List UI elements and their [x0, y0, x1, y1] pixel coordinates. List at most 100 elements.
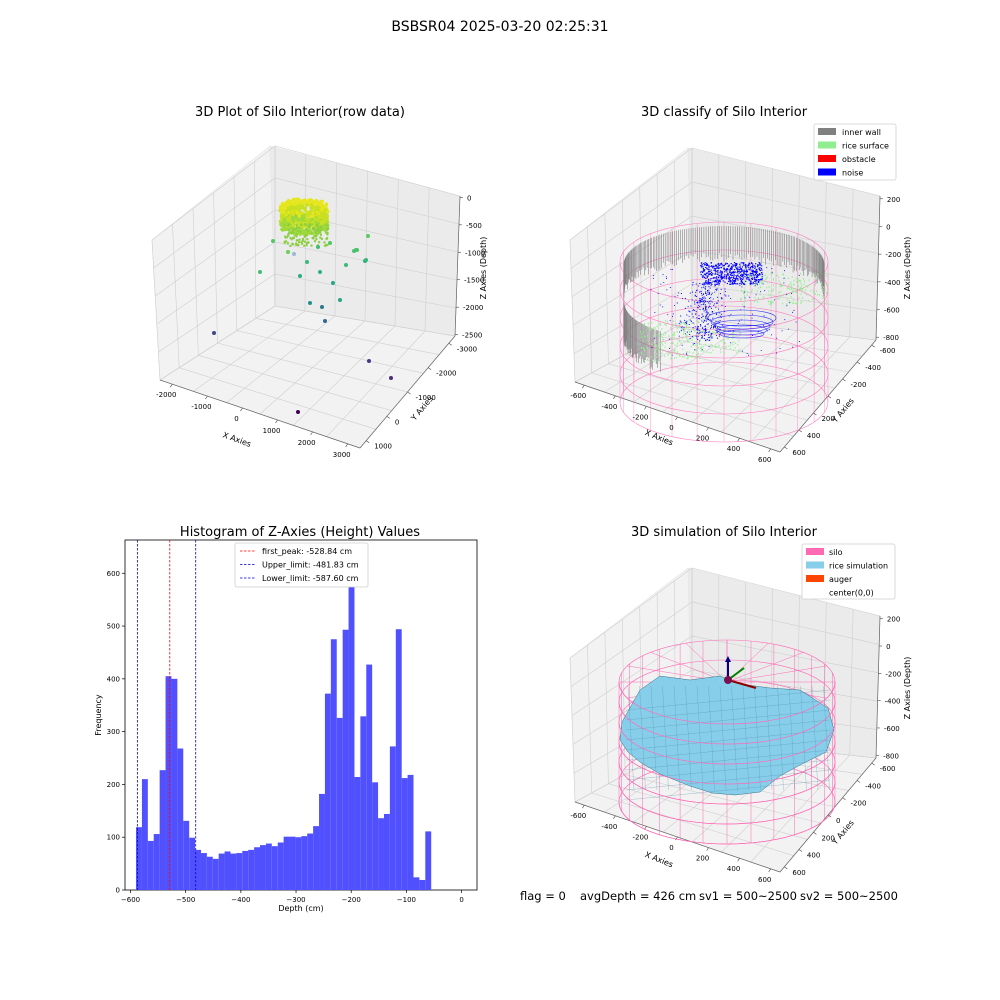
noise-point — [666, 278, 667, 279]
flag-text: flag = 0 — [520, 889, 566, 903]
noise-point — [689, 337, 691, 339]
noise-point — [667, 314, 669, 316]
classify-plot-z-ticks: 2000-200-400-600-800 — [876, 196, 901, 342]
noise-point — [717, 282, 719, 284]
x-tick-label: −500 — [176, 896, 195, 904]
cluster-point — [297, 243, 300, 247]
rice-surface-point — [827, 284, 829, 287]
noise-point — [773, 324, 775, 326]
avg-depth-text: avgDepth = 426 cm — [580, 889, 696, 903]
rice-surface-point — [662, 336, 663, 339]
rice-surface-point — [702, 330, 704, 332]
noise-point — [723, 268, 725, 270]
cluster-point — [318, 200, 322, 204]
rice-surface-point — [661, 341, 663, 344]
rice-surface-point — [710, 336, 712, 338]
x-tick-label: 0 — [669, 424, 673, 432]
x-tick-label: 0 — [669, 844, 673, 852]
rice-surface-point — [668, 335, 670, 337]
noise-point — [693, 309, 695, 311]
noise-point — [746, 265, 748, 267]
rice-surface-point — [648, 326, 650, 328]
noise-point — [715, 323, 717, 325]
noise-point — [714, 283, 716, 285]
noise-point — [703, 286, 705, 288]
histogram-bar — [153, 834, 160, 890]
histogram-bar — [395, 629, 402, 890]
rice-surface-point — [709, 337, 711, 339]
noise-point — [756, 279, 758, 281]
noise-point — [680, 329, 682, 331]
cluster-point — [289, 244, 292, 248]
noise-point — [742, 264, 745, 266]
rice-mesh-line — [625, 769, 831, 791]
cluster-point — [298, 238, 301, 241]
rice-surface-point — [640, 347, 642, 349]
noise-point — [771, 268, 773, 270]
rice-surface-point — [817, 273, 819, 276]
noise-point — [716, 266, 718, 268]
cluster-point — [294, 206, 298, 210]
rice-surface-point — [763, 296, 765, 298]
rice-surface-point — [817, 278, 819, 281]
rice-surface-point — [790, 295, 792, 298]
silo-wire-front — [618, 781, 836, 825]
noise-point — [692, 322, 694, 324]
rice-surface-point — [755, 299, 757, 302]
rice-surface-point — [723, 340, 725, 342]
cluster-point — [319, 226, 323, 229]
noise-point — [757, 276, 759, 278]
noise-point — [716, 281, 718, 283]
rice-surface-point — [683, 356, 685, 358]
z-grid-line — [569, 567, 881, 659]
noise-point — [721, 276, 723, 278]
noise-point — [715, 284, 716, 286]
rice-mesh-line — [625, 779, 831, 801]
noise-point — [716, 302, 717, 304]
histogram-bar — [195, 849, 201, 890]
rice-surface-point — [672, 320, 674, 322]
noise-point — [699, 309, 701, 310]
noise-point — [752, 267, 754, 269]
z-axis-line — [875, 195, 881, 341]
rice-surface-point — [765, 277, 767, 279]
noise-point — [715, 265, 717, 267]
noise-point — [718, 334, 720, 336]
noise-point — [708, 283, 711, 285]
y-tick-mark — [856, 780, 861, 783]
noise-point — [766, 267, 768, 269]
noise-point — [700, 262, 702, 264]
rice-mesh-line — [627, 685, 635, 791]
noise-point — [717, 263, 719, 265]
noise-point — [752, 265, 754, 267]
rice-surface-point — [738, 350, 740, 352]
rice-surface-point — [642, 347, 644, 350]
noise-point — [709, 337, 711, 339]
noise-point — [718, 263, 720, 265]
noise-point — [707, 272, 709, 274]
noise-point — [729, 280, 731, 282]
noise-point — [714, 325, 716, 327]
noise-point — [742, 278, 744, 281]
cluster-point — [321, 204, 325, 209]
noise-point — [681, 326, 683, 328]
noise-point — [733, 280, 735, 282]
noise-point — [710, 278, 712, 280]
noise-point — [741, 283, 743, 285]
rice-surface-point — [661, 328, 663, 330]
noise-point — [742, 350, 743, 352]
noise-point — [701, 292, 702, 294]
rice-surface-point — [800, 279, 802, 282]
rice-surface-point — [647, 358, 649, 361]
noise-point — [713, 323, 715, 325]
noise-point — [704, 325, 706, 327]
histogram-ylabel: Frequency — [94, 694, 103, 736]
legend-box — [801, 543, 896, 600]
noise-point — [729, 277, 731, 279]
histogram-bar — [413, 877, 420, 890]
rice-surface-point — [767, 300, 769, 302]
noise-point — [730, 267, 732, 269]
rice-surface-point — [697, 330, 699, 332]
noise-point — [707, 280, 709, 282]
rice-surface-point — [689, 355, 690, 358]
